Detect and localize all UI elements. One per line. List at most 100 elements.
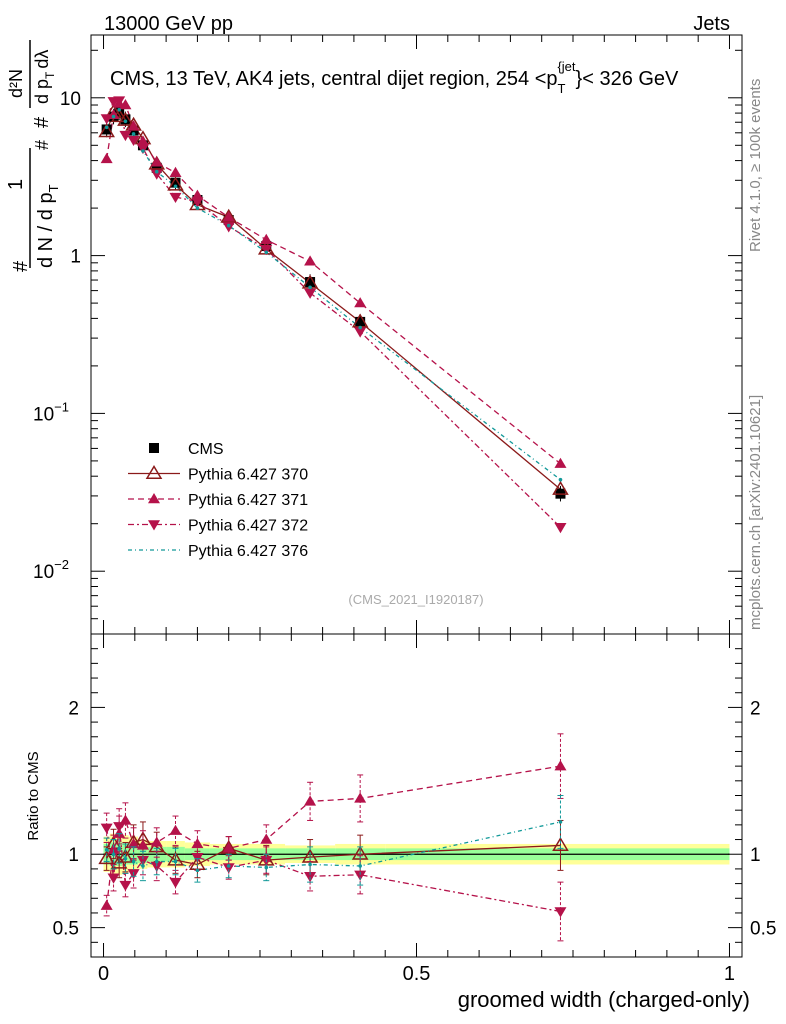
main-point-p376	[117, 107, 121, 112]
ratio-point-p370	[98, 850, 115, 865]
legend-label-p372: Pythia 6.427 372	[188, 518, 308, 535]
ratio-point-p370	[117, 848, 134, 863]
ratio-point-p376	[111, 852, 116, 857]
ylabel-hash: #	[10, 260, 32, 272]
legend-marker-cms	[149, 443, 159, 453]
main-point-p372	[554, 523, 567, 534]
mcplots-label: mcplots.cern.ch [arXiv:2401.10621]	[747, 395, 764, 630]
ratio-point-p371	[100, 899, 113, 910]
ylabel-hash2: #	[31, 116, 53, 128]
ratio-x-ticks: 0 0.5 1	[98, 634, 735, 985]
ratio-point-p372	[150, 861, 163, 872]
main-point-p376	[123, 119, 128, 124]
ratio-point-p376	[195, 868, 200, 873]
main-x-ticks	[103, 35, 730, 634]
main-line-p372	[106, 99, 561, 528]
ratio-point-p371	[113, 827, 126, 838]
main-point-p372	[113, 96, 126, 107]
main-point-p371	[100, 152, 113, 164]
ratio-point-p376	[131, 859, 136, 864]
ratio-point-p376	[117, 846, 121, 851]
main-point-p376	[358, 325, 362, 330]
ratio-point-p372	[113, 822, 126, 833]
legend-marker-p370	[145, 465, 163, 480]
ratio-ylabel: Ratio to CMS	[25, 751, 42, 840]
ratio-point-p376	[123, 856, 128, 861]
x-tick-label: 0	[98, 963, 109, 985]
legend-marker-p371	[148, 493, 160, 504]
main-point-p372	[136, 143, 149, 155]
ratio-point-p371	[191, 837, 204, 849]
ratio-point-p371	[260, 833, 273, 844]
main-series-lines	[106, 99, 561, 528]
main-point-p372	[119, 130, 132, 142]
ratio-point-p371	[150, 836, 163, 847]
ratio-point-p371	[119, 814, 132, 825]
ratio-point-p371	[222, 842, 235, 853]
ratio-point-p376	[264, 865, 269, 870]
cms-point	[305, 277, 316, 288]
ylabel-num2: d²N	[6, 69, 26, 98]
main-point-p371	[354, 297, 367, 308]
ratio-line-p376	[106, 821, 561, 872]
ratio-panel: 0.5 0.51 12 2 0 0.5 1 Ratio to CMS groomed wi…	[25, 633, 776, 1012]
ratio-point-p376	[173, 859, 178, 864]
main-point-p371	[191, 189, 204, 200]
x-tick-label: 0.5	[403, 963, 431, 985]
x-axis-label: groomed width (charged-only)	[458, 987, 750, 1012]
ratio-point-p371	[304, 795, 317, 806]
main-point-p372	[260, 244, 273, 256]
ylabel-den2: d pTdλ	[32, 50, 57, 104]
main-point-p376	[154, 169, 159, 174]
legend-label-cms: CMS	[188, 441, 224, 458]
ratio-ytick-label-right: 2	[750, 698, 761, 719]
legend: CMS Pythia 6.427 370 Pythia 6.427 371 Pythi…	[128, 441, 308, 560]
main-point-p372	[304, 288, 317, 299]
main-point-p376	[104, 125, 109, 130]
ratio-point-p371	[554, 760, 567, 771]
main-line-p371	[106, 102, 561, 465]
ratio-point-p376	[226, 864, 231, 868]
ratio-series-points	[98, 733, 569, 942]
main-y-ticks: 10−210−1110102	[33, 49, 742, 635]
ratio-point-p372	[222, 863, 235, 874]
main-point-p372	[150, 169, 163, 180]
main-point-p372	[191, 197, 204, 208]
ratio-point-p371	[136, 839, 149, 850]
main-point-p371	[127, 120, 140, 131]
main-title: CMS, 13 TeV, AK4 jets, central dijet reg…	[110, 59, 679, 96]
main-point-p371	[222, 211, 235, 222]
cms-point	[151, 162, 162, 173]
legend-label-p370: Pythia 6.427 370	[188, 467, 308, 484]
main-point-p376	[308, 285, 312, 290]
ratio-line-p372	[106, 826, 561, 913]
main-point-p370	[117, 111, 134, 126]
legend-label-p376: Pythia 6.427 376	[188, 543, 308, 560]
ratio-ytick-label-right: 0.5	[750, 919, 776, 940]
main-series-points	[98, 96, 569, 534]
ratio-point-p372	[100, 823, 113, 834]
main-point-p371	[119, 99, 132, 110]
header-left: 13000 GeV pp	[104, 13, 233, 35]
main-ytick-label: 1	[70, 247, 81, 268]
watermark: (CMS_2021_I1920187)	[348, 592, 483, 607]
main-panel: 10−210−1110102 CMS, 13 TeV, AK4 jets, ce…	[33, 34, 743, 635]
ratio-point-p376	[104, 848, 109, 852]
ratio-ytick-label-left: 0.5	[53, 919, 79, 940]
ratio-point-p376	[308, 862, 312, 867]
cms-point	[355, 316, 366, 327]
main-point-p376	[131, 132, 136, 136]
ratio-y-ticks: 0.5 0.5 1 1 2 2	[53, 648, 776, 943]
cms-point	[101, 124, 112, 135]
ratio-series-lines	[106, 765, 561, 913]
ylabel-hash3: #	[32, 140, 52, 150]
main-point-p370	[98, 123, 115, 138]
main-point-p376	[111, 114, 116, 119]
ratio-point-p370	[552, 836, 569, 851]
main-point-p370	[167, 176, 184, 191]
cms-point	[170, 177, 181, 188]
main-point-p372	[100, 114, 113, 125]
main-point-p370	[552, 480, 569, 495]
main-point-p370	[220, 208, 238, 223]
